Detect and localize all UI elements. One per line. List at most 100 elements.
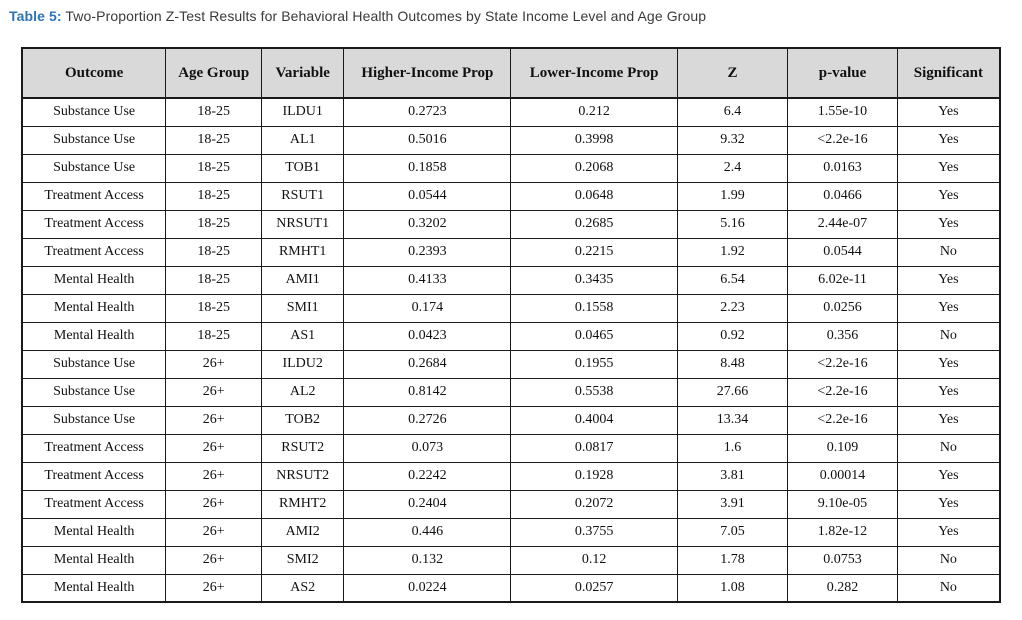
cell-higher-income-prop: 0.3202 (343, 209, 512, 239)
cell-significant: No (896, 545, 1001, 575)
cell-higher-income-prop: 0.5016 (343, 125, 512, 155)
table-row: Mental Health 26+ SMI2 0.132 0.12 1.78 0.0753 N… (21, 545, 1001, 575)
table-row: Substance Use 18-25 AL1 0.5016 0.3998 9.32 <2.… (21, 125, 1001, 155)
cell-significant: Yes (896, 181, 1001, 211)
cell-variable: AL2 (261, 377, 345, 407)
cell-significant: No (896, 433, 1001, 463)
cell-outcome: Mental Health (21, 321, 167, 351)
cell-p-value: 0.0544 (787, 237, 898, 267)
cell-outcome: Substance Use (21, 125, 167, 155)
cell-outcome: Substance Use (21, 153, 167, 183)
cell-outcome: Substance Use (21, 377, 167, 407)
cell-variable: ILDU2 (261, 349, 345, 379)
cell-variable: AL1 (261, 125, 345, 155)
cell-age-group: 26+ (165, 461, 263, 491)
cell-z: 8.48 (676, 349, 789, 379)
table-row: Mental Health 26+ AS2 0.0224 0.0257 1.08 0.282… (21, 573, 1001, 603)
cell-p-value: 1.82e-12 (787, 517, 898, 547)
cell-significant: No (896, 321, 1001, 351)
table-row: Mental Health 18-25 AS1 0.0423 0.0465 0.92 0.3… (21, 321, 1001, 351)
cell-age-group: 26+ (165, 405, 263, 435)
cell-variable: NRSUT2 (261, 461, 345, 491)
cell-p-value: 0.0256 (787, 293, 898, 323)
cell-outcome: Mental Health (21, 573, 167, 603)
cell-p-value: <2.2e-16 (787, 349, 898, 379)
cell-p-value: 6.02e-11 (787, 265, 898, 295)
cell-z: 0.92 (676, 321, 789, 351)
cell-higher-income-prop: 0.1858 (343, 153, 512, 183)
cell-lower-income-prop: 0.0648 (510, 181, 678, 211)
header-row: Outcome Age Group Variable Higher-Income Pr… (21, 47, 1001, 99)
cell-significant: Yes (896, 489, 1001, 519)
cell-variable: NRSUT1 (261, 209, 345, 239)
cell-p-value: 1.55e-10 (787, 97, 898, 127)
cell-age-group: 26+ (165, 573, 263, 603)
cell-significant: Yes (896, 97, 1001, 127)
table-row: Treatment Access 18-25 RMHT1 0.2393 0.2215 1.… (21, 237, 1001, 267)
column-header-variable: Variable (261, 47, 345, 99)
cell-lower-income-prop: 0.1955 (510, 349, 678, 379)
cell-p-value: 0.109 (787, 433, 898, 463)
table-row: Mental Health 18-25 SMI1 0.174 0.1558 2.23 0.0… (21, 293, 1001, 323)
cell-p-value: <2.2e-16 (787, 405, 898, 435)
cell-p-value: 0.0466 (787, 181, 898, 211)
cell-significant: Yes (896, 125, 1001, 155)
cell-age-group: 26+ (165, 489, 263, 519)
cell-z: 7.05 (676, 517, 789, 547)
table-row: Substance Use 26+ TOB2 0.2726 0.4004 13.34 <2.… (21, 405, 1001, 435)
cell-significant: No (896, 573, 1001, 603)
cell-variable: SMI2 (261, 545, 345, 575)
cell-p-value: <2.2e-16 (787, 125, 898, 155)
cell-higher-income-prop: 0.2393 (343, 237, 512, 267)
cell-significant: Yes (896, 405, 1001, 435)
cell-lower-income-prop: 0.0817 (510, 433, 678, 463)
column-header-z: Z (676, 47, 789, 99)
cell-higher-income-prop: 0.0423 (343, 321, 512, 351)
cell-age-group: 18-25 (165, 265, 263, 295)
table-caption-text: Two-Proportion Z-Test Results for Behavi… (65, 8, 707, 24)
column-header-significant: Significant (896, 47, 1001, 99)
cell-outcome: Substance Use (21, 97, 167, 127)
cell-higher-income-prop: 0.0544 (343, 181, 512, 211)
cell-higher-income-prop: 0.073 (343, 433, 512, 463)
cell-lower-income-prop: 0.2685 (510, 209, 678, 239)
cell-significant: Yes (896, 265, 1001, 295)
cell-outcome: Treatment Access (21, 461, 167, 491)
cell-variable: AMI1 (261, 265, 345, 295)
cell-significant: Yes (896, 209, 1001, 239)
cell-significant: Yes (896, 461, 1001, 491)
cell-age-group: 26+ (165, 433, 263, 463)
table-row: Substance Use 18-25 TOB1 0.1858 0.2068 2.4 0.0… (21, 153, 1001, 183)
cell-z: 1.99 (676, 181, 789, 211)
cell-p-value: <2.2e-16 (787, 377, 898, 407)
cell-age-group: 18-25 (165, 153, 263, 183)
cell-z: 1.6 (676, 433, 789, 463)
column-header-lower-income-prop: Lower-Income Prop (510, 47, 678, 99)
cell-variable: AS2 (261, 573, 345, 603)
cell-higher-income-prop: 0.132 (343, 545, 512, 575)
cell-z: 5.16 (676, 209, 789, 239)
cell-higher-income-prop: 0.4133 (343, 265, 512, 295)
cell-z: 2.23 (676, 293, 789, 323)
cell-p-value: 0.0753 (787, 545, 898, 575)
column-header-age-group: Age Group (165, 47, 263, 99)
cell-outcome: Substance Use (21, 349, 167, 379)
cell-p-value: 2.44e-07 (787, 209, 898, 239)
cell-significant: Yes (896, 293, 1001, 323)
cell-significant: Yes (896, 377, 1001, 407)
cell-p-value: 9.10e-05 (787, 489, 898, 519)
column-header-outcome: Outcome (21, 47, 167, 99)
cell-outcome: Mental Health (21, 545, 167, 575)
column-header-higher-income-prop: Higher-Income Prop (343, 47, 512, 99)
cell-age-group: 26+ (165, 517, 263, 547)
cell-higher-income-prop: 0.2723 (343, 97, 512, 127)
cell-lower-income-prop: 0.0465 (510, 321, 678, 351)
cell-variable: TOB1 (261, 153, 345, 183)
cell-outcome: Treatment Access (21, 181, 167, 211)
cell-outcome: Substance Use (21, 405, 167, 435)
cell-lower-income-prop: 0.2215 (510, 237, 678, 267)
cell-higher-income-prop: 0.2242 (343, 461, 512, 491)
cell-variable: RMHT1 (261, 237, 345, 267)
cell-z: 6.54 (676, 265, 789, 295)
cell-significant: No (896, 237, 1001, 267)
